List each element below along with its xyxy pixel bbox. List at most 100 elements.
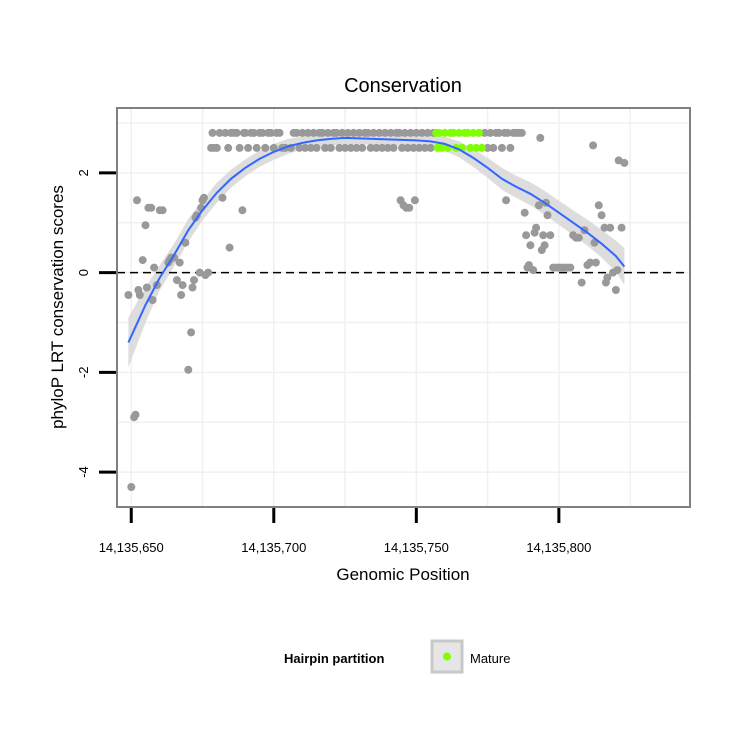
data-point [225,243,234,252]
plot-border [116,107,691,508]
data-point [415,143,424,152]
data-point [363,128,372,137]
data-point [606,223,615,232]
data-point [249,128,258,137]
x-tick-label: 14,135,800 [526,540,591,555]
data-point [275,128,284,137]
data-point [309,128,318,137]
data-point [574,233,583,242]
data-point [372,143,381,152]
data-point [532,223,541,232]
data-point [142,283,151,292]
data-point [539,231,548,240]
x-axis-title: Genomic Position [336,565,469,584]
data-point [522,231,531,240]
data-point [617,223,626,232]
data-point [591,258,600,267]
data-point [546,231,555,240]
data-point [543,211,552,220]
data-point [540,241,549,250]
data-point-mature [435,128,444,137]
data-point [369,128,378,137]
data-point [403,143,412,152]
y-tick-label: 2 [76,169,91,176]
data-point [178,281,187,290]
data-point [409,143,418,152]
data-point [266,128,275,137]
data-point [381,128,389,137]
data-point [150,263,159,272]
data-point [338,128,347,137]
data-point [292,128,301,137]
data-point [199,193,208,202]
data-point [358,143,367,152]
data-point [141,221,150,230]
data-point [332,128,341,137]
data-point [341,143,350,152]
data-point [600,223,609,232]
legend-marker-mature [443,652,451,661]
data-point-mature [466,143,475,152]
data-point [594,201,603,210]
data-point [486,128,495,137]
data-point [495,128,503,137]
data-point-mature [477,143,486,152]
data-point-mature [472,143,481,152]
data-point [175,258,184,267]
data-point [261,143,270,152]
data-point [244,143,253,152]
legend-title: Hairpin partition [284,651,384,666]
x-tick-label: 14,135,700 [241,540,306,555]
data-point [420,143,429,152]
data-point [306,143,315,152]
data-point [238,206,247,215]
data-point [536,133,545,142]
y-tick-label: -4 [76,466,91,478]
data-point-mature [469,128,478,137]
legend: Hairpin partition Mature [284,639,510,674]
data-point [324,128,332,137]
data-point [398,143,407,152]
data-point [383,143,392,152]
data-point [218,193,227,202]
data-point [418,128,426,137]
data-point [589,141,598,150]
data-point [586,258,595,267]
data-points [124,128,629,491]
data-point [400,128,409,137]
data-point [405,203,414,212]
chart-title: Conservation [344,75,462,97]
y-axis-title: phyloP LRT conservation scores [48,185,67,429]
data-point [147,203,156,212]
data-point [148,296,157,304]
data-point [343,128,352,137]
data-point [184,365,193,374]
data-point-mature [440,128,449,137]
x-tick-label: 14,135,750 [384,540,449,555]
data-point [127,483,136,491]
data-point [241,128,250,137]
plot-panel [117,108,690,507]
legend-label-mature: Mature [470,651,510,666]
data-point [224,143,233,152]
data-point [603,273,612,282]
data-point [497,143,506,152]
data-point [312,143,321,152]
data-point [204,268,213,277]
data-point [326,143,335,152]
data-point [258,128,267,137]
data-point [232,128,241,137]
data-point [378,143,387,152]
data-point [355,128,364,137]
data-point [480,128,489,137]
data-point [352,143,361,152]
data-point [138,256,147,265]
data-point-mature [463,128,472,137]
data-point [386,128,395,137]
data-point [520,208,529,217]
data-point [395,128,404,137]
data-point [597,211,606,220]
data-point [172,276,181,285]
smooth-curve [127,136,626,343]
data-point [534,201,543,210]
